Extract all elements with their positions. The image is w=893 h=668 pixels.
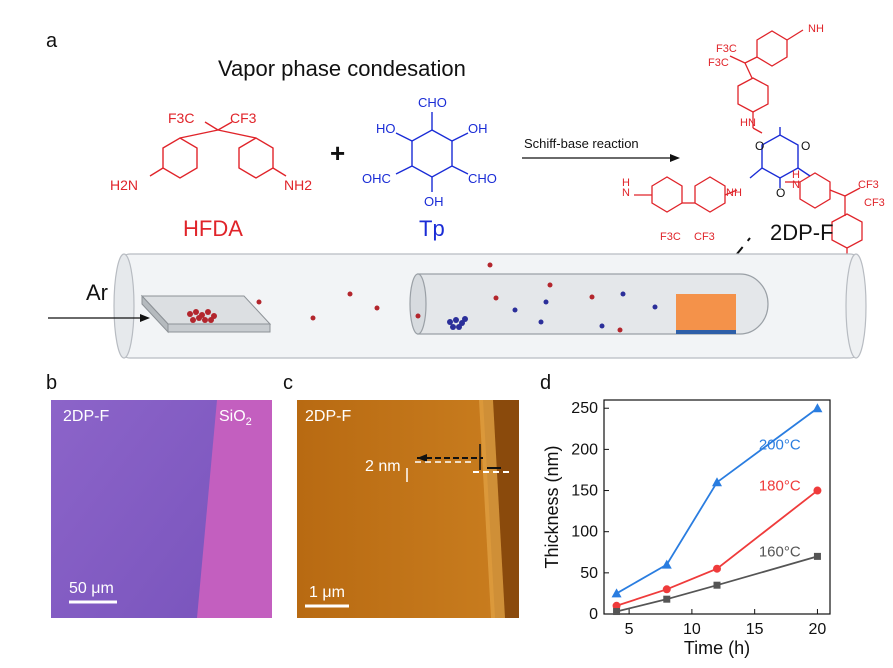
product-hn-center: HN (740, 117, 756, 129)
tp-ohc-left: OHC (362, 171, 391, 186)
film-label-b: 2DP-F (63, 408, 110, 425)
data-point (611, 588, 622, 598)
reaction-arrow (522, 154, 680, 162)
product-o3: O (776, 186, 785, 200)
series-line (616, 407, 818, 595)
data-point (813, 486, 822, 495)
product-nh-top: NH (808, 23, 824, 35)
substrate-film (676, 294, 736, 334)
product-cf3-r2: CF3 (864, 197, 885, 209)
data-point (713, 564, 721, 573)
data-point (661, 559, 672, 569)
hfda-nh2-left: H2N (110, 177, 138, 193)
series-0: 200°C (611, 403, 823, 598)
product-name: 2DP-F (770, 220, 834, 245)
hfda-name: HFDA (183, 216, 243, 241)
y-tick-label: 200 (571, 441, 598, 458)
product-h-left: H (622, 177, 630, 189)
hfda-nh2-right: NH2 (284, 177, 312, 193)
scale-bar-label-b: 50 μm (69, 580, 114, 597)
product-n-center: N (792, 179, 800, 191)
product-cf3-r1: CF3 (858, 179, 879, 191)
hfda-particles (187, 262, 623, 333)
product-f3c-top: F3C (716, 43, 737, 55)
y-tick-label: 150 (571, 483, 598, 500)
afm-image: 2DP-F 2 nm 1 μm (297, 400, 519, 618)
x-axis-label: Time (h) (684, 638, 750, 658)
hfda-cf3-right: CF3 (230, 110, 257, 126)
data-point (663, 595, 671, 603)
data-point (813, 552, 821, 560)
series-line (616, 489, 818, 607)
panel-a-title: Vapor phase condesation (218, 56, 466, 81)
product-n-left: N (622, 187, 630, 199)
tp-oh-right: OH (468, 121, 488, 136)
x-tick-label: 10 (683, 621, 701, 638)
product-cf3-bottom: CF3 (694, 231, 715, 243)
plot-area (603, 399, 831, 615)
series-line (616, 555, 818, 613)
optical-micrograph: 2DP-F SiO2 50 μm (51, 400, 272, 618)
series-2: 160°C (613, 543, 821, 616)
y-tick-label: 50 (580, 565, 598, 582)
series-label: 160°C (759, 543, 801, 560)
film-region (51, 400, 217, 618)
product-h-center: H (792, 169, 800, 181)
data-point (612, 601, 621, 610)
y-tick-label: 0 (589, 606, 598, 623)
product-core (749, 127, 811, 188)
tp-name: Tp (419, 216, 445, 241)
plus-sign: + (330, 138, 345, 168)
reaction-arrow-label: Schiff-base reaction (524, 136, 639, 151)
series-label: 200°C (759, 436, 801, 453)
product-o2: O (801, 139, 810, 153)
product-nh-center: NH (726, 187, 742, 199)
step-height-label: 2 nm (365, 458, 401, 475)
reaction-scheme: F3C CF3 H2N NH2 + CHO HO OH OHC CHO OH S… (48, 23, 885, 359)
tp-oh-bottom: OH (424, 194, 444, 209)
series-label: 180°C (759, 478, 801, 495)
scale-bar-label-c: 1 μm (309, 584, 345, 601)
tp-ho-left: HO (376, 121, 396, 136)
panel-label-c: c (283, 372, 293, 394)
y-axis-label: Thickness (nm) (542, 445, 562, 568)
data-point (712, 477, 722, 487)
panel-label-a: a (46, 30, 58, 52)
tp-cho-top: CHO (418, 95, 447, 110)
series-1: 180°C (612, 478, 822, 610)
sio2-label: SiO2 (219, 408, 252, 429)
carrier-gas-label: Ar (86, 280, 108, 305)
product-f3c-top2: F3C (708, 57, 729, 69)
data-point (613, 608, 621, 616)
hfda-structure (149, 121, 287, 179)
data-point (812, 403, 823, 413)
product-o1: O (755, 139, 764, 153)
y-tick-label: 250 (571, 400, 598, 417)
panel-label-d: d (540, 372, 552, 394)
x-tick-label: 15 (746, 621, 764, 638)
hfda-cf3-left: F3C (168, 110, 194, 126)
film-edge (479, 400, 505, 618)
product-f3c-bottom: F3C (660, 231, 681, 243)
data-point (713, 581, 721, 589)
gas-flow-arrow (48, 314, 150, 322)
tp-cho-right: CHO (468, 171, 497, 186)
x-tick-label: 20 (809, 621, 827, 638)
y-tick-label: 100 (571, 524, 598, 541)
data-point (662, 585, 671, 594)
tp-particles (447, 291, 658, 330)
afm-film-region (297, 400, 495, 618)
tp-structure (395, 112, 469, 192)
panel-label-b: b (46, 372, 58, 394)
x-tick-label: 5 (625, 621, 634, 638)
film-label-c: 2DP-F (305, 408, 352, 425)
product-structure (634, 29, 863, 262)
